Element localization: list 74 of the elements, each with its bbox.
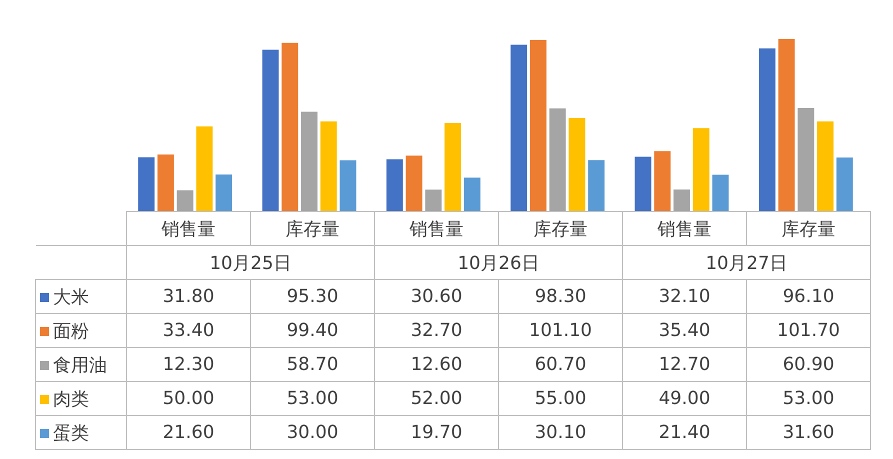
bar [282, 42, 298, 211]
bar [464, 178, 480, 211]
bar [798, 108, 814, 211]
bar [386, 159, 403, 211]
data-label: 53.00 [250, 382, 374, 416]
data-label: 30.60 [374, 280, 498, 314]
bar [778, 38, 795, 211]
legend-label: 食用油 [36, 348, 126, 382]
data-label: 21.60 [126, 416, 250, 450]
bar [634, 156, 652, 211]
x-tick-label: 库存量 [746, 212, 870, 246]
bar [425, 190, 442, 211]
x-tick-label: 销售量 [622, 212, 746, 246]
bar [444, 123, 462, 211]
data-label: 99.40 [250, 314, 374, 348]
data-label: 53.00 [746, 382, 870, 416]
bar [836, 158, 853, 211]
data-label: 49.00 [622, 382, 746, 416]
data-label: 35.40 [622, 314, 746, 348]
x-tick-label: 销售量 [374, 212, 498, 246]
bar [549, 108, 566, 211]
data-label: 50.00 [126, 382, 250, 416]
x-tick-label: 库存量 [498, 212, 622, 246]
data-label: 33.40 [126, 314, 250, 348]
legend-label: 面粉 [36, 314, 126, 348]
data-label: 12.30 [126, 348, 250, 382]
bar [654, 151, 671, 211]
data-label: 60.90 [746, 348, 870, 382]
data-label: 31.80 [126, 280, 250, 314]
bar [320, 121, 337, 211]
data-label: 32.70 [374, 314, 498, 348]
data-label: 31.60 [746, 416, 870, 450]
bar [301, 112, 318, 211]
data-label: 12.60 [374, 348, 498, 382]
legend-label: 大米 [36, 280, 126, 314]
bar [817, 121, 834, 211]
x-tick-label: 销售量 [126, 212, 250, 246]
bar [196, 126, 213, 211]
x-tick-label: 库存量 [250, 212, 374, 246]
data-label: 30.00 [250, 416, 374, 450]
data-label: 101.70 [746, 314, 870, 348]
data-label: 98.30 [498, 280, 622, 314]
text: 10月26日 [374, 246, 622, 280]
bar [510, 44, 528, 211]
bar [674, 190, 690, 211]
data-label: 96.10 [746, 280, 870, 314]
data-label: 32.10 [622, 280, 746, 314]
legend-label: 蛋类 [36, 416, 126, 450]
data-label: 19.70 [374, 416, 498, 450]
bar [216, 174, 232, 211]
text: 10月25日 [126, 246, 374, 280]
data-label: 58.70 [250, 348, 374, 382]
data-label: 55.00 [498, 382, 622, 416]
data-label: 12.70 [622, 348, 746, 382]
bar [262, 50, 279, 211]
legend-label: 肉类 [36, 382, 126, 416]
data-label: 101.10 [498, 314, 622, 348]
bar [157, 154, 174, 211]
data-label: 95.30 [250, 280, 374, 314]
text: 10月27日 [622, 246, 870, 280]
bar [530, 40, 546, 211]
bar [138, 157, 155, 211]
data-label: 60.70 [498, 348, 622, 382]
data-label: 21.40 [622, 416, 746, 450]
bar [758, 48, 776, 211]
bar [406, 156, 422, 211]
bar [340, 160, 356, 211]
data-label: 52.00 [374, 382, 498, 416]
bar [176, 190, 194, 211]
bar [692, 128, 710, 211]
bar [568, 118, 586, 211]
bar [588, 160, 605, 211]
bar [712, 174, 729, 211]
data-label: 30.10 [498, 416, 622, 450]
